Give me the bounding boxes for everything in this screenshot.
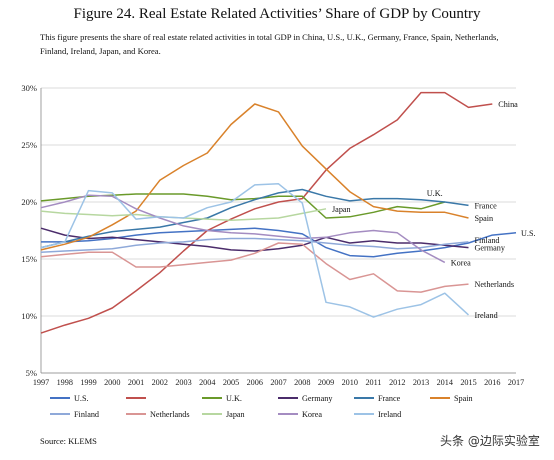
- x-tick-label: 2004: [199, 378, 215, 387]
- watermark-text: 头条 @边际实验室: [440, 434, 540, 448]
- series-label: Korea: [451, 258, 471, 267]
- x-tick-label: 2014: [437, 378, 453, 387]
- legend-label: Japan: [226, 410, 245, 419]
- series-label: France: [475, 201, 498, 210]
- series-line-france: [40, 188, 469, 249]
- series-label: Netherlands: [475, 280, 515, 289]
- series-line-netherlands: [40, 242, 469, 293]
- series-label: Germany: [475, 244, 506, 253]
- series-label: Ireland: [475, 311, 498, 320]
- x-tick-label: 1998: [57, 378, 73, 387]
- x-tick-label: 2012: [389, 378, 405, 387]
- legend-label: U.S.: [74, 394, 89, 403]
- y-tick-label: 25%: [21, 140, 37, 150]
- y-tick-label: 5%: [26, 368, 37, 378]
- x-tick-label: 2013: [413, 378, 429, 387]
- x-tick-label: 2015: [460, 378, 476, 387]
- legend-label: Spain: [454, 394, 473, 403]
- x-tick-label: 2007: [270, 378, 286, 387]
- y-tick-label: 30%: [21, 83, 37, 93]
- series-line-korea: [40, 194, 446, 264]
- legend-label: Netherlands: [150, 410, 190, 419]
- series-label: China: [498, 100, 518, 109]
- x-tick-label: 2010: [342, 378, 358, 387]
- series-label: U.K.: [427, 189, 443, 198]
- x-tick-label: 2005: [223, 378, 239, 387]
- series-line-spain: [40, 103, 469, 251]
- x-tick-label: 2002: [152, 378, 168, 387]
- x-tick-label: 2003: [175, 378, 191, 387]
- series-line-china: [40, 91, 493, 334]
- chart-subtitle: This figure presents the share of real e…: [40, 32, 499, 56]
- series-label: U.S.: [521, 229, 536, 238]
- y-tick-label: 10%: [21, 311, 37, 321]
- chart-title: Figure 24. Real Estate Related Activitie…: [73, 6, 481, 22]
- series-line-germany: [40, 227, 469, 252]
- x-tick-label: 2000: [104, 378, 120, 387]
- series-label: Japan: [332, 205, 351, 214]
- line-chart: 5% 10% 15% 20% 25% 30% 1997 1998 1999 2000 2001 200…: [21, 83, 536, 419]
- x-tick-label: 2009: [318, 378, 334, 387]
- series-label: Finland: [475, 236, 500, 245]
- legend-label: France: [378, 394, 401, 403]
- source-note: Source: KLEMS: [40, 436, 97, 446]
- x-tick-label: 2017: [508, 378, 524, 387]
- x-tick-label: 2006: [247, 378, 263, 387]
- x-tick-label: 1999: [80, 378, 96, 387]
- x-tick-label: 1997: [33, 378, 49, 387]
- x-tick-label: 2011: [365, 378, 381, 387]
- legend-label: Finland: [74, 410, 99, 419]
- y-tick-label: 15%: [21, 254, 37, 264]
- series-line-ireland: [40, 183, 470, 318]
- y-tick-label: 20%: [21, 197, 37, 207]
- x-tick-label: 2008: [294, 378, 310, 387]
- watermark: 头条 @边际实验室: [440, 432, 540, 449]
- legend-label: U.K.: [226, 394, 242, 403]
- legend-label: Ireland: [378, 410, 401, 419]
- legend-label: Germany: [302, 394, 333, 403]
- series-label: Spain: [475, 214, 494, 223]
- legend-label: Korea: [302, 410, 322, 419]
- series-line-finland: [40, 237, 469, 253]
- x-tick-label: 2001: [128, 378, 144, 387]
- x-tick-label: 2016: [484, 378, 500, 387]
